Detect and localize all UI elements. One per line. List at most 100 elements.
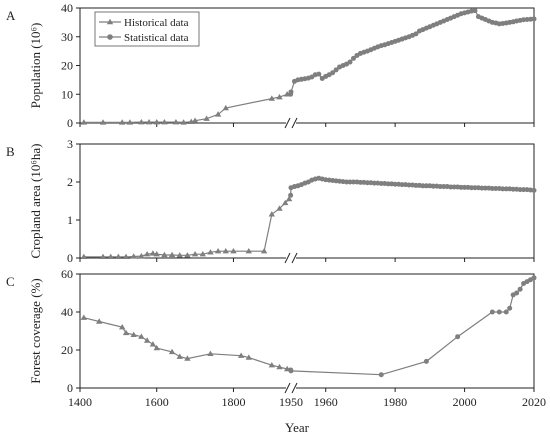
x-tick-label: 1800 (221, 395, 245, 409)
data-point (260, 247, 268, 254)
y-axis-label: Population (10⁶) (28, 23, 43, 109)
data-point (107, 253, 114, 260)
x-tick-label: 2000 (453, 395, 477, 409)
data-point (276, 93, 283, 100)
series-historical (80, 91, 291, 125)
data-point (168, 251, 176, 258)
series-line (290, 277, 535, 376)
data-point (115, 253, 122, 260)
data-point (149, 250, 157, 256)
data-point (385, 181, 391, 187)
x-tick-label: 1980 (383, 395, 407, 409)
data-point (145, 118, 153, 125)
data-point (347, 179, 353, 185)
x-axis-label: Year (285, 420, 310, 435)
y-tick-label: 2 (67, 175, 73, 189)
data-point (222, 247, 229, 254)
data-point (138, 252, 145, 259)
data-point (161, 118, 168, 125)
data-point (268, 362, 276, 368)
y-tick-label: 20 (61, 343, 73, 357)
series-historical (80, 195, 293, 260)
y-tick-label: 1 (67, 213, 73, 227)
x-tick-label: 2020 (522, 395, 546, 409)
data-point (191, 251, 199, 257)
y-axis-label: Forest coverage (%) (28, 278, 43, 383)
data-point (191, 117, 199, 123)
data-point (531, 187, 537, 193)
data-point (503, 186, 509, 192)
data-point (95, 318, 103, 324)
legend-marker-triangle (106, 18, 114, 25)
legend-entry-statistical: Statistical data (124, 32, 189, 44)
y-tick-label: 20 (61, 59, 73, 73)
data-point (149, 341, 157, 347)
data-point (517, 286, 523, 292)
plot-frame (79, 143, 535, 259)
panel-letter: A (6, 8, 16, 23)
data-point (441, 184, 447, 190)
data-point (268, 95, 276, 101)
axis-break-mark (284, 117, 298, 129)
data-point (344, 179, 350, 185)
panel-letter: C (6, 274, 15, 289)
x-tick-label: 1950 (279, 395, 303, 409)
data-point (350, 179, 356, 185)
data-point (207, 350, 214, 356)
series-statistical (288, 8, 537, 97)
panel-a: 0 10 20 30 40 A Population (10⁶) (6, 1, 537, 130)
data-point (482, 185, 488, 191)
data-point (458, 184, 464, 190)
y-tick-label: 0 (67, 251, 73, 265)
data-point (119, 119, 126, 125)
data-point (517, 187, 523, 193)
data-point (119, 324, 126, 330)
series-line (83, 198, 290, 258)
x-tick-label: 1960 (314, 395, 338, 409)
data-point (153, 251, 160, 257)
data-point (378, 372, 384, 378)
data-point (184, 252, 191, 258)
data-point (531, 275, 537, 281)
data-point (172, 118, 180, 125)
data-point (138, 118, 145, 125)
y-tick-label: 30 (61, 30, 73, 44)
data-point (176, 353, 183, 359)
x-tick-label: 1600 (145, 395, 169, 409)
data-point (350, 55, 356, 61)
data-point (462, 184, 468, 190)
data-point (138, 333, 145, 339)
data-point (161, 251, 168, 258)
data-point (268, 211, 276, 217)
data-point (168, 348, 176, 355)
data-point (80, 253, 88, 260)
data-point (214, 111, 222, 117)
data-point (230, 247, 237, 254)
data-point (455, 334, 461, 340)
data-point (80, 314, 88, 320)
y-tick-label: 10 (61, 87, 73, 101)
data-point (143, 337, 151, 343)
data-point (288, 192, 294, 198)
data-point (130, 331, 137, 337)
data-point (80, 119, 88, 125)
legend-entry-historical: Historical data (124, 17, 189, 29)
panel-b: 0 1 2 3 B Cropland area (10⁶ha) (6, 137, 537, 265)
data-point (282, 199, 289, 206)
data-point (276, 205, 283, 211)
series-statistical (288, 175, 537, 198)
data-point (378, 181, 384, 187)
data-point (122, 329, 130, 336)
data-point (413, 182, 419, 188)
data-point (451, 184, 457, 190)
legend-marker-circle (107, 34, 113, 40)
data-point (180, 119, 187, 125)
data-point (514, 290, 520, 296)
data-point (371, 180, 377, 186)
data-point (493, 185, 499, 191)
data-point (245, 247, 252, 254)
data-point (489, 309, 495, 315)
data-point (122, 253, 130, 260)
y-tick-label: 40 (61, 1, 73, 15)
